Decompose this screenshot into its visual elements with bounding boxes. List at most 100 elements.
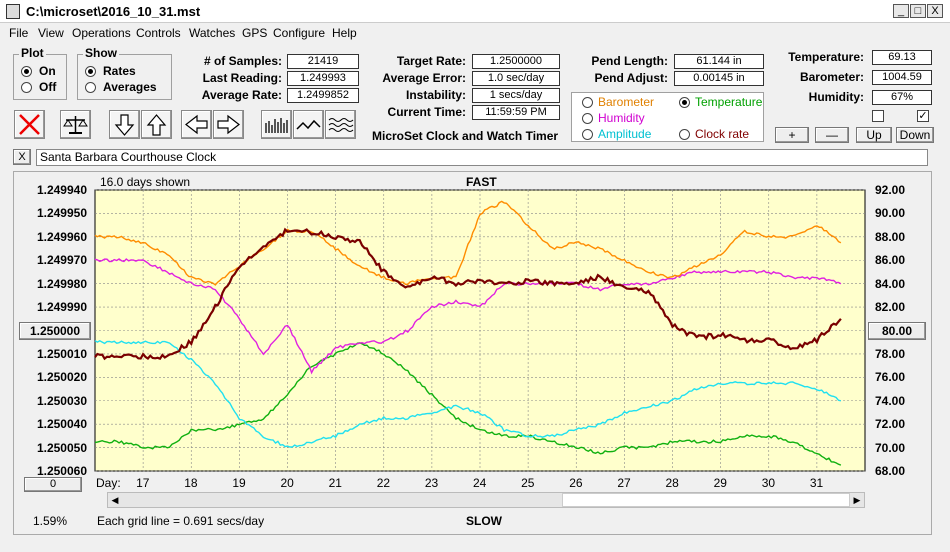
right-axis-center-button[interactable]: 80.00 <box>868 322 926 340</box>
pend-adjust-value: 0.00145 in <box>674 71 764 86</box>
clock-rate-radio[interactable] <box>679 129 690 140</box>
plot-series <box>94 200 842 466</box>
scroll-thumb[interactable] <box>562 493 850 507</box>
menu-gps[interactable]: GPS <box>242 26 268 40</box>
maximize-button[interactable]: □ <box>910 4 926 18</box>
day-tick-label: 29 <box>713 476 727 490</box>
series-line-barometer <box>94 200 842 286</box>
balance-button[interactable] <box>60 110 91 139</box>
wave-view-button[interactable] <box>325 110 356 139</box>
menu-help[interactable]: Help <box>332 26 357 40</box>
barometer-option-label: Barometer <box>598 95 655 109</box>
left-tick-label: 1.249960 <box>36 229 87 244</box>
right-tick-label: 78.00 <box>875 346 906 361</box>
left-tick-label: 1.249970 <box>36 253 87 268</box>
minus-button[interactable]: — <box>815 127 849 143</box>
barometer-value: 1004.59 <box>872 70 932 85</box>
plus-button[interactable]: + <box>775 127 809 143</box>
menu-configure[interactable]: Configure <box>273 26 326 40</box>
arrow-left-button[interactable] <box>181 110 212 139</box>
zero-button[interactable]: 0 <box>24 477 82 492</box>
left-tick-label: 1.250040 <box>36 417 87 432</box>
last-reading-label: Last Reading: <box>202 71 282 85</box>
center-rate-button[interactable]: 1.250000 <box>19 322 91 340</box>
scroll-left-arrow-icon[interactable]: ◀ <box>111 495 119 505</box>
average-error-label: Average Error: <box>382 71 466 85</box>
plot-on-label: On <box>39 64 56 78</box>
show-averages-radio[interactable] <box>85 82 96 93</box>
day-tick-label: 21 <box>328 476 342 490</box>
barometer-radio[interactable] <box>582 97 593 108</box>
target-rate-label: Target Rate: <box>396 54 466 68</box>
show-group <box>77 54 172 100</box>
humidity-label: Humidity: <box>808 90 864 104</box>
pend-length-label: Pend Length: <box>591 54 668 68</box>
menu-controls[interactable]: Controls <box>136 26 181 40</box>
close-window-button[interactable]: X <box>927 4 943 18</box>
left-tick-label: 1.250050 <box>36 440 87 455</box>
right-tick-label: 86.00 <box>875 253 906 268</box>
amplitude-option-label: Amplitude <box>598 127 652 141</box>
up-button[interactable]: Up <box>856 127 892 143</box>
menu-watches[interactable]: Watches <box>189 26 236 40</box>
average-rate-value: 1.2499852 <box>287 88 359 103</box>
line-view-button[interactable] <box>293 110 324 139</box>
left-tick-label: 1.249950 <box>36 206 87 221</box>
right-tick-label: 92.00 <box>875 183 906 197</box>
menu-operations[interactable]: Operations <box>72 26 131 40</box>
sensor-select-group <box>571 92 764 142</box>
description-input[interactable]: Santa Barbara Courthouse Clock <box>36 149 928 166</box>
temperature-label: Temperature: <box>788 50 864 64</box>
stop-button[interactable] <box>14 110 45 139</box>
grid-note-label: Each grid line = 0.691 secs/day <box>97 514 265 528</box>
checkbox-left[interactable] <box>872 110 884 122</box>
app-icon <box>6 4 20 19</box>
left-tick-label: 1.249980 <box>36 276 87 291</box>
temperature-value: 69.13 <box>872 50 932 65</box>
scroll-right-arrow-icon[interactable]: ▶ <box>853 495 861 505</box>
checkbox-right[interactable]: ✓ <box>917 110 929 122</box>
minimize-button[interactable]: _ <box>893 4 909 18</box>
left-tick-label: 1.250030 <box>36 393 87 408</box>
arrow-up-button[interactable] <box>141 110 172 139</box>
humidity-option-label: Humidity <box>598 111 645 125</box>
arrow-left-icon <box>185 114 208 135</box>
average-rate-label: Average Rate: <box>201 88 282 102</box>
temperature-radio[interactable] <box>679 97 690 108</box>
show-group-title: Show <box>83 46 119 60</box>
left-tick-label: 1.250060 <box>36 464 87 478</box>
show-averages-label: Averages <box>103 80 157 94</box>
plot-on-radio[interactable] <box>21 66 32 77</box>
down-button[interactable]: Down <box>896 127 934 143</box>
description-close-button[interactable]: X <box>13 149 31 165</box>
bars-view-button[interactable] <box>261 110 292 139</box>
show-rates-label: Rates <box>103 64 136 78</box>
menu-file[interactable]: File <box>9 26 29 40</box>
arrow-up-icon <box>146 114 167 136</box>
menu-view[interactable]: View <box>38 26 64 40</box>
plot-off-radio[interactable] <box>21 82 32 93</box>
amplitude-radio[interactable] <box>582 129 593 140</box>
day-axis-label: Day: <box>96 476 121 490</box>
temperature-option-label: Temperature <box>695 95 763 109</box>
left-tick-label: 1.249940 <box>36 183 87 197</box>
right-tick-label: 90.00 <box>875 206 906 221</box>
left-tick-label: 1.249990 <box>36 300 87 315</box>
plot-off-label: Off <box>39 80 57 94</box>
arrow-down-button[interactable] <box>109 110 140 139</box>
barometer-label: Barometer: <box>799 70 864 84</box>
humidity-radio[interactable] <box>582 113 593 124</box>
right-tick-label: 74.00 <box>875 393 906 408</box>
instability-label: Instability: <box>405 88 466 102</box>
day-tick-label: 22 <box>376 476 391 490</box>
day-tick-label: 27 <box>617 476 631 490</box>
show-rates-radio[interactable] <box>85 66 96 77</box>
samples-label: # of Samples: <box>203 54 282 68</box>
app-name-label: MicroSet Clock and Watch Timer <box>372 129 559 143</box>
series-line-temperature <box>94 342 842 466</box>
percent-label: 1.59% <box>33 514 68 528</box>
day-tick-label: 25 <box>521 476 535 490</box>
arrow-right-button[interactable] <box>213 110 244 139</box>
day-tick-label: 20 <box>280 476 294 490</box>
